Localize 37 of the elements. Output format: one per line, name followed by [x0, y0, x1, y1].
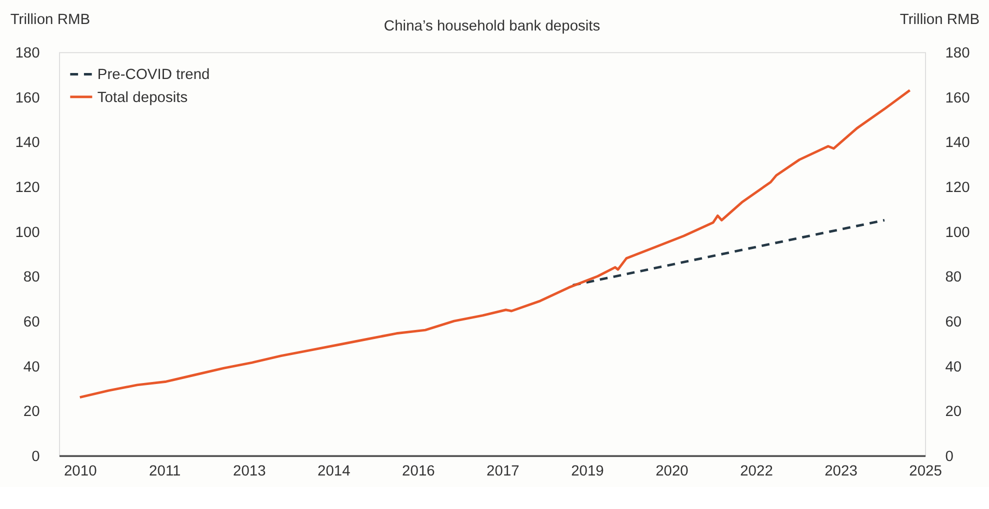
- x-tick-label: 2013: [233, 464, 266, 480]
- y-tick-label: 80: [23, 270, 40, 286]
- x-tick-label: 2014: [318, 464, 350, 480]
- y2-tick-label: 180: [945, 46, 970, 62]
- y-tick-label: 180: [15, 46, 40, 62]
- x-tick-label: 2025: [909, 464, 942, 480]
- line-series: [78, 88, 912, 399]
- y2-tick-label: 0: [945, 448, 954, 465]
- y-tick-label: 60: [23, 314, 40, 330]
- y2-tick-label: 100: [945, 224, 970, 241]
- y2-tick-label: 60: [945, 314, 962, 330]
- x-tick-label: 2022: [740, 464, 773, 480]
- x-tick-label: 2020: [656, 464, 688, 480]
- y-tick-label: 40: [23, 359, 40, 376]
- x-tick-label: 2016: [402, 464, 435, 480]
- y2-tick-label: 20: [945, 404, 962, 420]
- legend-label: Total deposits: [97, 90, 188, 106]
- y2-axis-title: Trillion RMB: [900, 12, 980, 28]
- y-tick-label: 120: [15, 180, 40, 196]
- y-tick-label: 100: [15, 224, 40, 241]
- y-tick-label: 160: [15, 90, 40, 106]
- y2-tick-label: 120: [945, 180, 970, 196]
- chart-title: China’s household bank deposits: [384, 18, 600, 34]
- y2-tick-label: 80: [945, 270, 962, 286]
- x-tick-label: 2011: [149, 464, 181, 480]
- y2-tick-label: 40: [945, 359, 962, 376]
- x-tick-label: 2010: [64, 464, 97, 480]
- y-tick-label: 20: [23, 404, 40, 420]
- x-tick-label: 2017: [486, 464, 520, 480]
- y-axis-title: Trillion RMB: [10, 12, 90, 28]
- y2-tick-label: 160: [945, 90, 970, 106]
- x-tick-label: 2019: [571, 464, 604, 480]
- y2-tick-label: 140: [945, 135, 970, 152]
- y-tick-label: 0: [32, 448, 40, 465]
- y-tick-label: 140: [15, 135, 40, 152]
- x-tick-label: 2023: [824, 464, 858, 480]
- legend-label: Pre-COVID trend: [97, 67, 210, 84]
